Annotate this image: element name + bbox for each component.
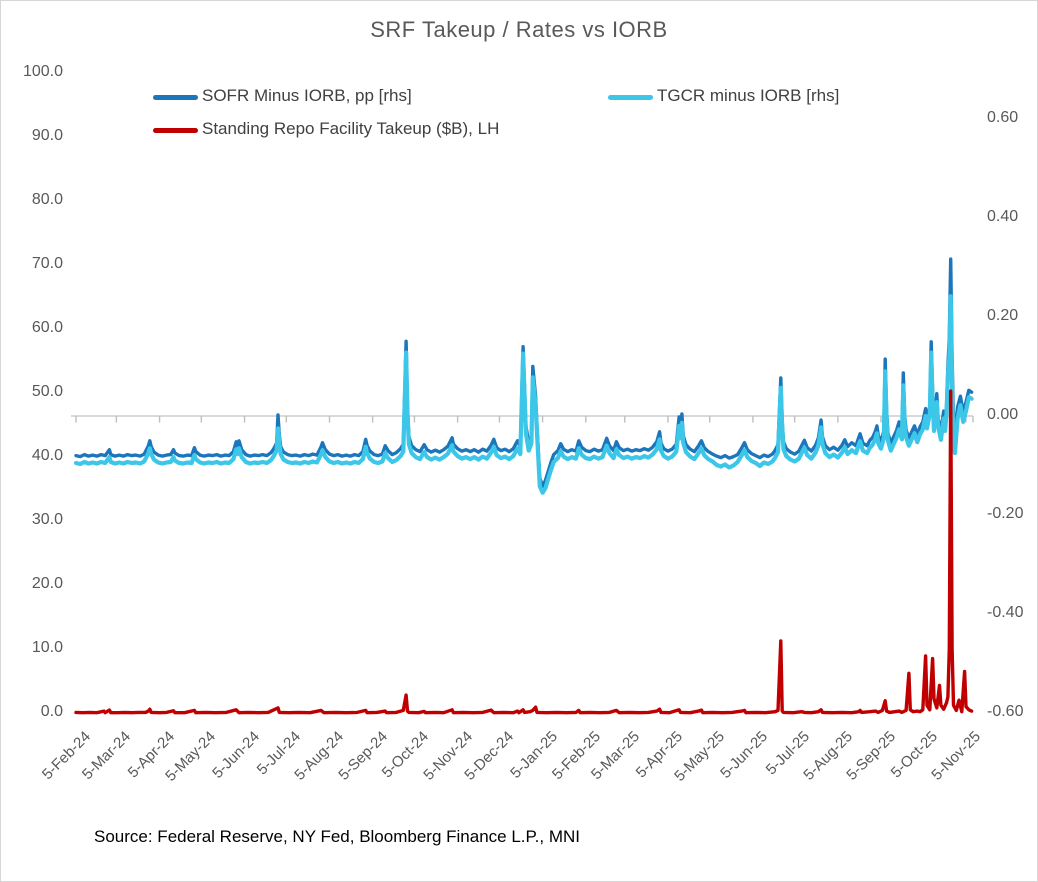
legend-label-sofr: SOFR Minus IORB, pp [rhs] [202,86,412,105]
right-axis-tick-label: 0.00 [987,406,1019,423]
series-line-1 [73,294,974,495]
left-axis-tick-label: 50.0 [31,383,63,400]
left-axis-tick-label: 60.0 [31,319,63,336]
legend-swatch-tgcr-line-icon [608,95,653,100]
right-axis-tick-label: -0.60 [987,703,1024,720]
source-note: Source: Federal Reserve, NY Fed, Bloombe… [94,827,580,846]
left-axis-tick-label: 40.0 [31,447,63,464]
right-axis-tick-label: -0.20 [987,505,1024,522]
left-axis-tick-label: 90.0 [31,127,63,144]
left-axis-tick-label: 30.0 [31,511,63,528]
right-axis-tick-label: 0.60 [987,109,1019,126]
left-axis-tick-label: 100.0 [22,63,63,80]
left-axis-tick-label: 70.0 [31,255,63,272]
series-line-2 [74,389,974,715]
legend-swatch-sofr-line-icon [153,95,198,100]
left-axis-tick-label: 10.0 [31,639,63,656]
right-axis-tick-label: 0.40 [987,208,1019,225]
left-axis-tick-label: 20.0 [31,575,63,592]
legend-swatch-srf-line-icon [153,128,198,133]
legend-label-srf: Standing Repo Facility Takeup ($B), LH [202,119,500,138]
right-axis-tick-label: -0.40 [987,604,1024,621]
series-line-0 [74,257,974,488]
chart-title: SRF Takeup / Rates vs IORB [370,17,668,42]
legend-label-tgcr: TGCR minus IORB [rhs] [657,86,840,105]
right-axis-tick-label: 0.20 [987,307,1019,324]
left-axis-tick-label: 80.0 [31,191,63,208]
left-axis-tick-label: 0.0 [40,703,63,720]
